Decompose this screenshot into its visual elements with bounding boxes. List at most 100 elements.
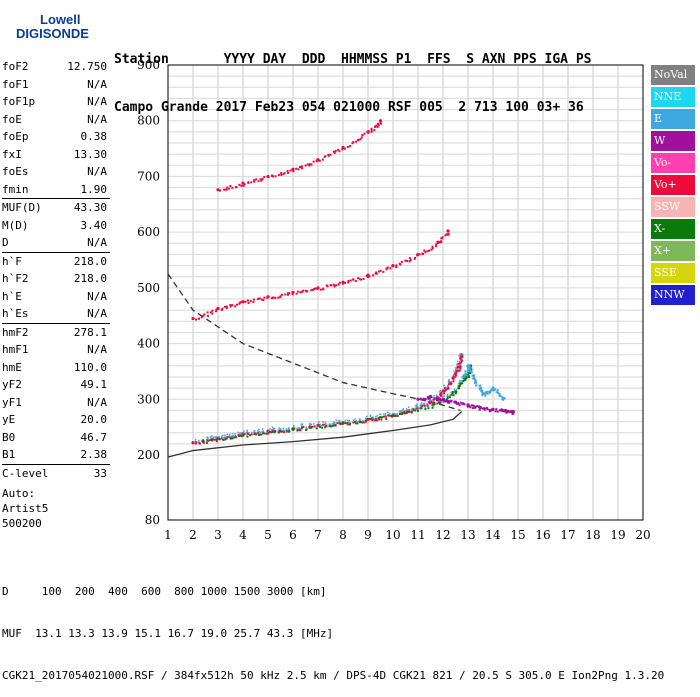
trace-dot — [362, 278, 365, 281]
trace-dot — [454, 390, 457, 393]
trace-dot — [292, 425, 295, 428]
trace-dot — [286, 169, 289, 172]
trace-dot — [382, 415, 385, 418]
header-row-labels: Station YYYY DAY DDD HHMMSS P1 FFS S AXN… — [114, 52, 599, 68]
legend-item-sse: SSE — [651, 263, 695, 283]
trace-dot — [439, 389, 442, 392]
trace-dot — [261, 428, 264, 430]
trace-dot — [205, 441, 208, 444]
trace-dot — [232, 435, 234, 437]
plot-frame — [167, 64, 644, 521]
trace-dot — [315, 427, 318, 430]
trace-dot — [407, 406, 410, 408]
trace-dot — [319, 423, 322, 426]
trace-dot — [229, 437, 232, 440]
param-label: yF2 — [2, 378, 22, 391]
trace-dot — [240, 435, 243, 438]
trace-dot — [380, 413, 382, 416]
trace-dot — [231, 437, 234, 440]
trace-dot — [501, 396, 504, 399]
trace-dot — [442, 400, 445, 403]
trace-dot — [427, 397, 430, 400]
trace-dot — [310, 163, 313, 166]
trace-dot — [459, 356, 462, 359]
trace-dot — [424, 398, 427, 401]
trace-dot — [300, 167, 303, 170]
trace-dot — [435, 394, 438, 396]
x-tick-label: 1 — [164, 528, 172, 542]
trace-dot — [489, 389, 492, 392]
param-row: h`Es N/A — [2, 305, 110, 323]
trace-dot — [321, 425, 323, 427]
trace-dot — [421, 404, 424, 407]
param-value: 3.40 — [80, 218, 108, 232]
param-row: D N/A — [2, 234, 110, 252]
trace-dot — [243, 430, 245, 432]
trace-dot — [464, 379, 467, 382]
trace-dot — [503, 397, 506, 400]
trace-dot — [232, 436, 235, 439]
trace-dot — [209, 311, 212, 314]
trace-dot — [447, 232, 450, 235]
trace-dot — [389, 412, 391, 415]
trace-dot — [211, 312, 214, 315]
chart-curves — [167, 273, 463, 458]
trace-dot — [334, 423, 337, 426]
param-label: B1 — [2, 448, 16, 461]
x-tick-label: 7 — [314, 528, 322, 542]
trace-dot — [464, 370, 467, 373]
trace-dot — [438, 391, 441, 393]
trace-dot — [460, 380, 463, 382]
trace-dot — [421, 402, 423, 404]
trace-dot — [330, 425, 333, 428]
trace-dot — [359, 421, 362, 424]
trace-dot — [511, 412, 514, 415]
trace-dot — [405, 409, 407, 412]
trace-dot — [252, 301, 255, 304]
trace-dot — [318, 159, 321, 162]
trace-dot — [359, 418, 361, 420]
param-value: 0.38 — [80, 130, 108, 143]
param-separator — [2, 198, 110, 199]
trace-dot — [434, 397, 437, 400]
trace-dot — [229, 305, 232, 308]
trace-dot — [450, 393, 453, 396]
param-row: yF2 49.1 — [2, 376, 110, 394]
trace-dot — [222, 438, 225, 441]
param-value: N/A — [87, 165, 107, 178]
trace-dot — [238, 435, 241, 438]
trace-dot — [453, 370, 455, 372]
trace-dot — [253, 430, 255, 433]
trace-dot — [459, 382, 462, 385]
trace-dot — [257, 180, 260, 183]
trace-dot — [478, 408, 481, 411]
param-value: 43.30 — [73, 201, 107, 214]
trace-dot — [384, 412, 387, 415]
trace-dot — [374, 272, 377, 275]
header-label-5: P1 — [395, 52, 428, 67]
x-tick-label: 17 — [560, 528, 575, 542]
trace-dot — [469, 367, 472, 370]
trace-dot — [239, 434, 242, 437]
trace-dot — [352, 141, 355, 144]
trace-dot — [231, 433, 234, 435]
trace-dot — [237, 431, 240, 434]
trace-dot — [465, 374, 467, 376]
trace-dot — [399, 412, 402, 415]
trace-dot — [263, 176, 266, 179]
trace-dot — [427, 407, 430, 410]
trace-dot — [257, 432, 260, 435]
trace-dot — [205, 439, 208, 442]
trace-dot — [286, 293, 289, 296]
trace-dot — [445, 398, 448, 400]
trace-dot — [297, 290, 300, 293]
param-row: foF1p N/A — [2, 93, 110, 111]
trace-dot — [226, 435, 229, 438]
trace-dot — [400, 410, 403, 412]
trace-dot — [226, 186, 229, 189]
trace-dot — [448, 401, 451, 404]
trace-dot — [507, 410, 510, 413]
trace-dot — [359, 419, 362, 421]
trace-dot — [225, 435, 228, 438]
trace-dot — [458, 380, 461, 383]
